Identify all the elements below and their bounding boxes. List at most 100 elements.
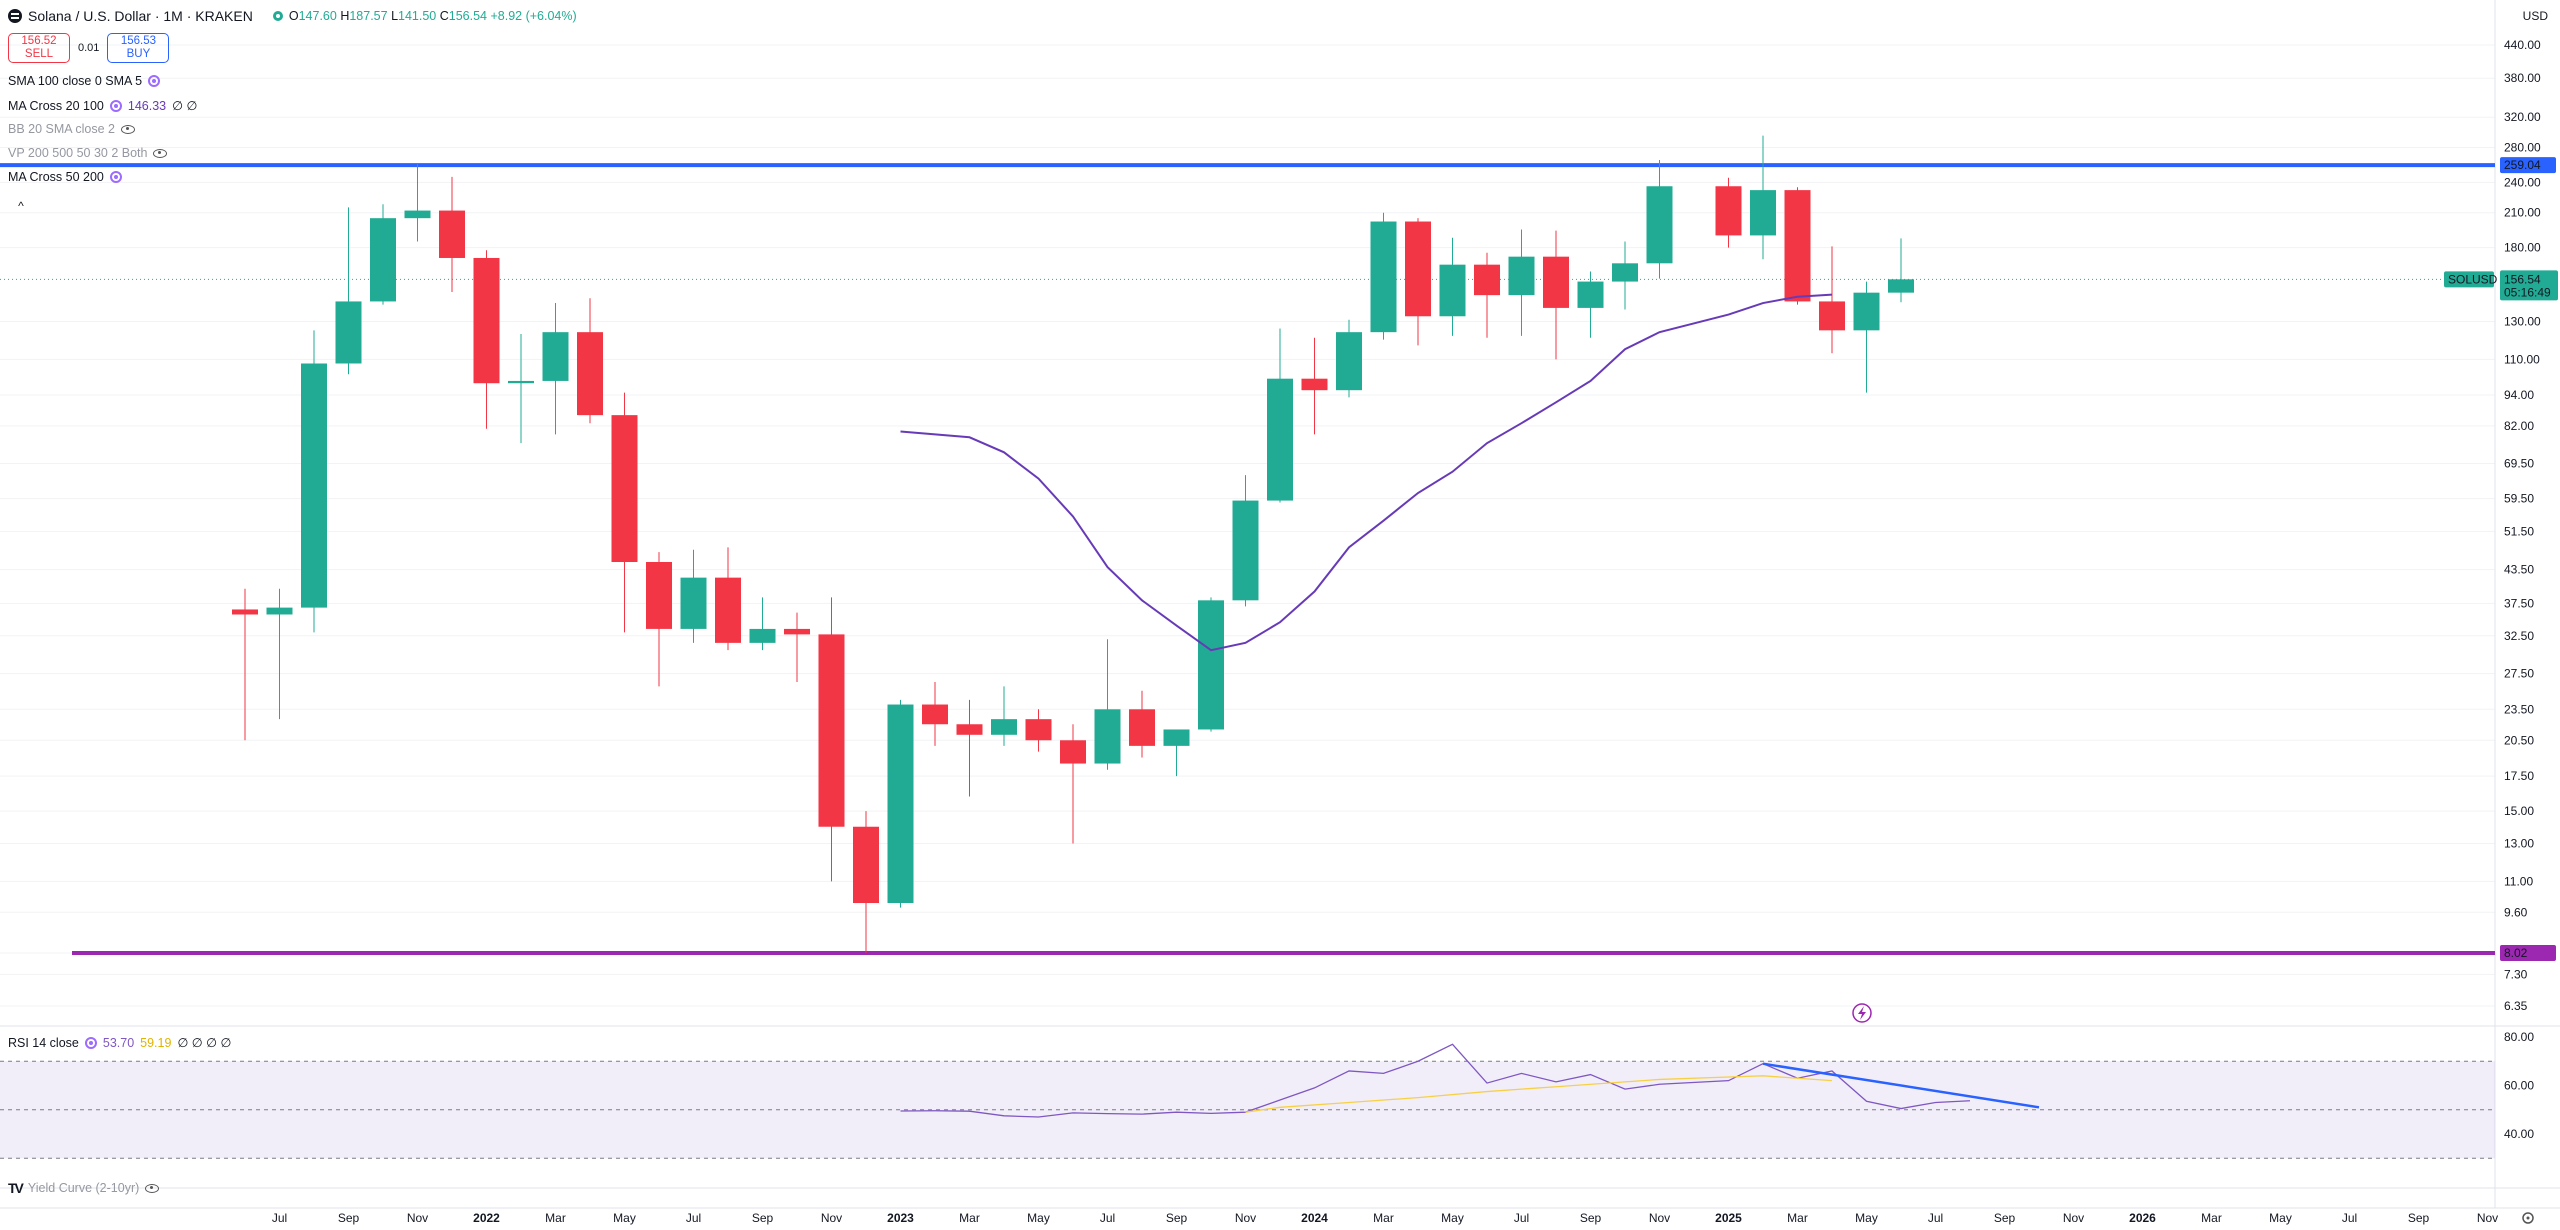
- indicator-yield-curve[interactable]: TV Yield Curve (2-10yr): [8, 1180, 160, 1196]
- candle: [1267, 328, 1293, 503]
- candle-body: [439, 210, 465, 258]
- gear-ring: [2522, 1212, 2534, 1224]
- currency-label[interactable]: USD: [2522, 9, 2548, 23]
- candle: [577, 298, 603, 424]
- settings-icon[interactable]: [109, 171, 122, 183]
- settings-icon[interactable]: [148, 75, 161, 87]
- candle: [232, 588, 258, 741]
- indicator-ma-cross-20[interactable]: MA Cross 20 100 146.33 ∅ ∅: [8, 98, 198, 114]
- candle-body: [542, 332, 569, 381]
- time-tick-label: May: [1027, 1211, 1050, 1225]
- time-tick-label: Jul: [272, 1211, 287, 1225]
- candle: [680, 549, 707, 643]
- indicator-ma-cross-50[interactable]: MA Cross 50 200: [8, 170, 122, 184]
- price-tick-label: 94.00: [2504, 388, 2534, 402]
- price-tick-label: 180.00: [2504, 241, 2541, 255]
- candle-body: [1370, 221, 1397, 333]
- support-price-tag: 8.02: [2500, 945, 2556, 962]
- price-tick-label: 11.00: [2504, 874, 2533, 888]
- time-tick-label: Jul: [686, 1211, 701, 1225]
- resistance-price-tag-bg: [2500, 157, 2556, 174]
- candle-body: [1508, 256, 1535, 296]
- candle-body: [1715, 186, 1742, 236]
- candle-body: [577, 332, 603, 416]
- symbol-header[interactable]: Solana / U.S. Dollar · 1M · KRAKEN O147.…: [8, 8, 577, 24]
- candle-body: [1198, 600, 1224, 730]
- candle: [1405, 218, 1431, 346]
- candle-body: [266, 607, 293, 615]
- price-tick-label: 6.35: [2504, 999, 2528, 1013]
- indicator-vp[interactable]: VP 200 500 50 30 2 Both: [8, 146, 168, 160]
- time-tick-label: Jul: [1514, 1211, 1529, 1225]
- indicator-ma50-label: MA Cross 50 200: [8, 170, 104, 184]
- sell-button[interactable]: 156.52 SELL: [8, 33, 70, 63]
- time-tick-label: 2023: [887, 1211, 914, 1225]
- candle: [611, 392, 638, 633]
- buy-button[interactable]: 156.53 BUY: [107, 33, 170, 63]
- candle-body: [646, 561, 672, 629]
- candle: [1198, 597, 1224, 732]
- candle: [1612, 241, 1638, 310]
- candle: [784, 612, 810, 683]
- candle-body: [1405, 221, 1431, 317]
- gear-center: [2526, 1216, 2530, 1220]
- indicator-bb[interactable]: BB 20 SMA close 2: [8, 122, 136, 136]
- candle: [439, 176, 465, 293]
- price-tick-label: 7.30: [2504, 967, 2528, 981]
- symbol-title[interactable]: Solana / U.S. Dollar · 1M · KRAKEN: [28, 8, 253, 24]
- trade-buttons: 156.52 SELL 0.01 156.53 BUY: [8, 33, 170, 63]
- candle-body: [922, 704, 948, 725]
- price-tick-label: 130.00: [2504, 314, 2541, 328]
- candle-body: [611, 415, 638, 562]
- time-tick-label: Mar: [959, 1211, 980, 1225]
- hidden-eye-icon[interactable]: [153, 148, 168, 158]
- countdown-text: 05:16:49: [2504, 285, 2551, 299]
- indicator-sma[interactable]: SMA 100 close 0 SMA 5: [8, 74, 161, 88]
- time-tick-label: Sep: [1580, 1211, 1602, 1225]
- indicator-ma20-value: 146.33: [127, 98, 167, 113]
- price-tick-label: 110.00: [2504, 352, 2540, 366]
- time-tick-label: Mar: [2201, 1211, 2222, 1225]
- indicator-ma20-extra: ∅ ∅: [172, 99, 198, 113]
- candle: [1577, 271, 1604, 338]
- candle-body: [473, 257, 500, 384]
- time-tick-label: Sep: [338, 1211, 360, 1225]
- candle: [301, 330, 327, 633]
- candle: [922, 682, 948, 746]
- candle: [749, 597, 776, 651]
- symbol-tag-text: SOLUSD: [2448, 272, 2498, 286]
- candle-body: [1543, 256, 1569, 308]
- candle-body: [715, 577, 741, 643]
- candle: [542, 303, 569, 435]
- price-tick-label: 27.50: [2504, 667, 2534, 681]
- indicator-ma20-label: MA Cross 20 100: [8, 98, 104, 113]
- collapse-legend-button[interactable]: ^: [18, 199, 24, 213]
- spread-value: 0.01: [78, 42, 100, 54]
- candle-body: [1025, 719, 1052, 741]
- price-tick-label: 210.00: [2504, 206, 2541, 220]
- candle-body: [956, 724, 983, 735]
- price-tick-label: 320.00: [2504, 110, 2541, 124]
- time-tick-label: Sep: [1994, 1211, 2016, 1225]
- ohlc-values: O147.60 H187.57 L141.50 C156.54 +8.92 (+…: [288, 9, 577, 23]
- candle: [473, 250, 500, 429]
- price-tick-label: 32.50: [2504, 629, 2534, 643]
- hidden-eye-icon[interactable]: [121, 124, 136, 134]
- candle-body: [1129, 709, 1155, 746]
- hidden-eye-icon[interactable]: [145, 1183, 160, 1193]
- time-tick-label: Mar: [545, 1211, 566, 1225]
- resistance-price-tag: 259.04: [2500, 157, 2556, 174]
- candle: [1301, 337, 1328, 435]
- time-tick-label: Nov: [2063, 1211, 2084, 1225]
- settings-icon[interactable]: [109, 99, 122, 112]
- settings-icon[interactable]: [84, 1036, 97, 1049]
- candle-body: [1646, 186, 1673, 264]
- time-tick-label: Nov: [1649, 1211, 1670, 1225]
- ma-cross-line: [900, 293, 1833, 652]
- time-tick-label: May: [2269, 1211, 2292, 1225]
- rsi-tick-label: 60.00: [2504, 1079, 2534, 1093]
- candle: [1129, 690, 1155, 758]
- indicator-rsi[interactable]: RSI 14 close 53.70 59.19 ∅ ∅ ∅ ∅: [8, 1035, 231, 1051]
- indicator-vp-label: VP 200 500 50 30 2 Both: [8, 146, 148, 160]
